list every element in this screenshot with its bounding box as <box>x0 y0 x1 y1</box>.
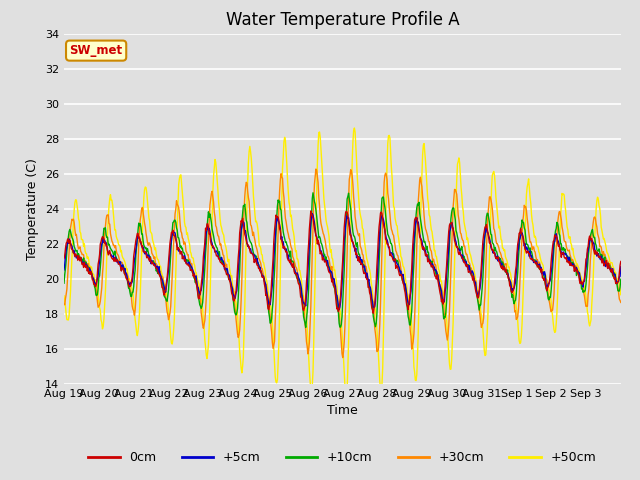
Y-axis label: Temperature (C): Temperature (C) <box>26 158 39 260</box>
Title: Water Temperature Profile A: Water Temperature Profile A <box>225 11 460 29</box>
Text: SW_met: SW_met <box>70 44 123 57</box>
X-axis label: Time: Time <box>327 405 358 418</box>
Legend: 0cm, +5cm, +10cm, +30cm, +50cm: 0cm, +5cm, +10cm, +30cm, +50cm <box>83 446 602 469</box>
